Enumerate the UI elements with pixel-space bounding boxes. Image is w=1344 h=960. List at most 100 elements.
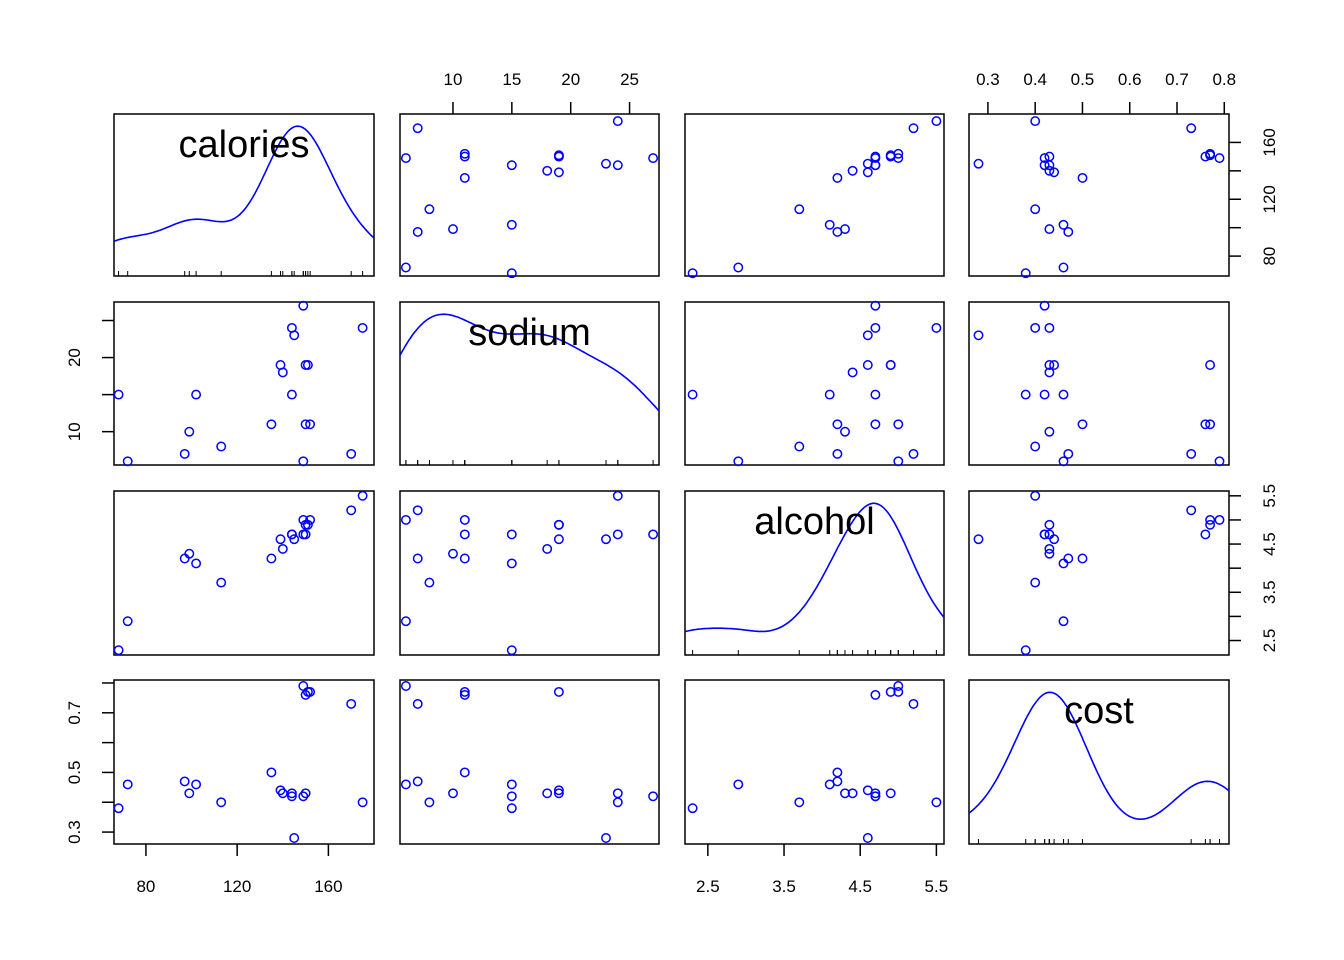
point-sodium-vs-calories-6 [266, 419, 277, 430]
top-axis-label-cost-0: 0.3 [976, 70, 1000, 89]
point-alcohol-vs-cost-12 [1214, 514, 1225, 525]
point-sodium-vs-cost-9 [1044, 322, 1055, 333]
point-calories-vs-sodium-13 [648, 153, 659, 164]
point-cost-vs-alcohol-4 [824, 779, 835, 790]
point-sodium-vs-cost-5 [1030, 441, 1041, 452]
top-axis-label-sodium-3: 25 [620, 70, 639, 89]
point-alcohol-vs-sodium-10 [601, 534, 611, 545]
density-curve-sodium [399, 313, 660, 412]
point-calories-vs-cost-10 [973, 158, 984, 169]
point-calories-vs-cost-13 [1039, 153, 1050, 164]
point-alcohol-vs-cost-8 [1049, 534, 1060, 545]
point-alcohol-vs-calories-7 [277, 543, 288, 554]
point-cost-vs-alcohol-1 [733, 779, 744, 790]
panel-frame-alcohol-alcohol [684, 490, 945, 656]
point-alcohol-vs-calories-10 [289, 534, 300, 545]
point-cost-vs-sodium-5 [424, 797, 435, 808]
point-calories-vs-alcohol-4 [824, 219, 835, 230]
point-cost-vs-calories-9 [286, 788, 297, 799]
point-calories-vs-cost-0 [1020, 268, 1031, 279]
point-alcohol-vs-calories-0 [113, 645, 124, 656]
right-axis-label-calories-1: 120 [1260, 185, 1279, 213]
point-sodium-vs-cost-18 [1186, 448, 1197, 459]
point-alcohol-vs-cost-6 [1077, 553, 1088, 564]
point-cost-vs-calories-13 [298, 791, 309, 802]
point-cost-vs-sodium-16 [459, 686, 470, 697]
point-calories-vs-alcohol-16 [893, 148, 904, 159]
left-axis-label-sodium-0: 10 [65, 422, 84, 441]
point-sodium-vs-cost-10 [973, 330, 984, 341]
point-sodium-vs-calories-1 [122, 456, 133, 467]
point-cost-vs-sodium-12 [400, 681, 411, 691]
point-cost-vs-calories-5 [216, 797, 227, 808]
point-sodium-vs-calories-18 [346, 448, 357, 459]
point-sodium-vs-cost-2 [1063, 448, 1074, 459]
point-calories-vs-sodium-1 [400, 262, 411, 273]
point-alcohol-vs-cost-19 [1030, 490, 1041, 501]
point-alcohol-vs-cost-14 [1044, 519, 1055, 530]
point-cost-vs-calories-1 [122, 779, 133, 790]
panel-frame-cost-sodium [399, 679, 660, 845]
point-sodium-vs-alcohol-15 [885, 360, 896, 370]
point-cost-vs-calories-8 [275, 785, 286, 796]
right-axis-label-alcohol-0: 2.5 [1260, 629, 1279, 653]
point-cost-vs-sodium-2 [412, 776, 423, 787]
point-alcohol-vs-calories-1 [122, 616, 133, 627]
point-alcohol-vs-sodium-11 [506, 529, 517, 540]
point-calories-vs-sodium-2 [412, 226, 423, 237]
panel-frame-cost-calories [113, 679, 375, 845]
point-cost-vs-calories-2 [179, 776, 190, 787]
density-curve-cost [968, 691, 1230, 821]
point-sodium-vs-cost-19 [1030, 322, 1041, 333]
point-cost-vs-alcohol-0 [687, 803, 698, 814]
point-calories-vs-cost-19 [1030, 116, 1041, 127]
point-calories-vs-cost-1 [1058, 262, 1069, 273]
point-sodium-vs-alcohol-6 [832, 419, 843, 430]
point-calories-vs-alcohol-7 [847, 165, 858, 176]
point-cost-vs-calories-10 [289, 833, 300, 843]
point-alcohol-vs-cost-7 [1044, 543, 1055, 554]
density-curve-calories [113, 125, 375, 243]
panel-frame-sodium-calories [113, 301, 375, 466]
point-alcohol-vs-cost-18 [1186, 505, 1197, 516]
bottom-axis-label-calories-0: 80 [136, 877, 155, 896]
panel-frame-sodium-alcohol [684, 301, 945, 466]
point-cost-vs-calories-11 [286, 791, 297, 802]
right-axis-label-alcohol-3: 5.5 [1260, 484, 1279, 508]
point-alcohol-vs-cost-0 [1020, 645, 1031, 656]
point-sodium-vs-alcohol-0 [687, 389, 698, 400]
panel-frame-alcohol-calories [113, 490, 375, 656]
point-sodium-vs-calories-8 [275, 360, 286, 370]
panel-frame-calories-cost [968, 113, 1230, 277]
point-sodium-vs-alcohol-11 [870, 389, 881, 400]
point-alcohol-vs-sodium-8 [553, 534, 564, 545]
point-alcohol-vs-cost-3 [1044, 548, 1055, 559]
point-alcohol-vs-cost-16 [1205, 514, 1216, 525]
point-sodium-vs-calories-17 [300, 419, 311, 430]
point-calories-vs-alcohol-6 [832, 172, 843, 183]
point-cost-vs-calories-3 [184, 788, 195, 799]
point-alcohol-vs-sodium-17 [459, 529, 470, 540]
point-cost-vs-alcohol-3 [840, 788, 850, 799]
point-calories-vs-cost-17 [1200, 151, 1211, 162]
point-calories-vs-sodium-15 [553, 150, 564, 161]
point-alcohol-vs-sodium-3 [448, 548, 458, 559]
left-axis-label-cost-0: 0.3 [65, 820, 84, 844]
point-alcohol-vs-calories-17 [300, 529, 311, 540]
top-axis-label-cost-4: 0.7 [1165, 70, 1189, 89]
panel-frame-alcohol-cost [968, 490, 1230, 656]
point-sodium-vs-calories-19 [357, 322, 368, 333]
left-axis-label-cost-2: 0.7 [65, 701, 84, 725]
panel-frame-calories-alcohol [684, 113, 945, 277]
point-alcohol-vs-sodium-4 [506, 558, 517, 569]
point-cost-vs-alcohol-13 [870, 791, 881, 802]
bottom-axis-label-calories-1: 120 [223, 877, 251, 896]
point-calories-vs-alcohol-5 [794, 204, 805, 215]
point-cost-vs-sodium-19 [612, 797, 623, 808]
point-cost-vs-sodium-1 [400, 779, 411, 790]
point-cost-vs-sodium-6 [459, 767, 470, 778]
point-sodium-vs-calories-12 [298, 456, 309, 467]
point-alcohol-vs-calories-11 [286, 529, 297, 540]
point-cost-vs-calories-17 [300, 689, 311, 700]
